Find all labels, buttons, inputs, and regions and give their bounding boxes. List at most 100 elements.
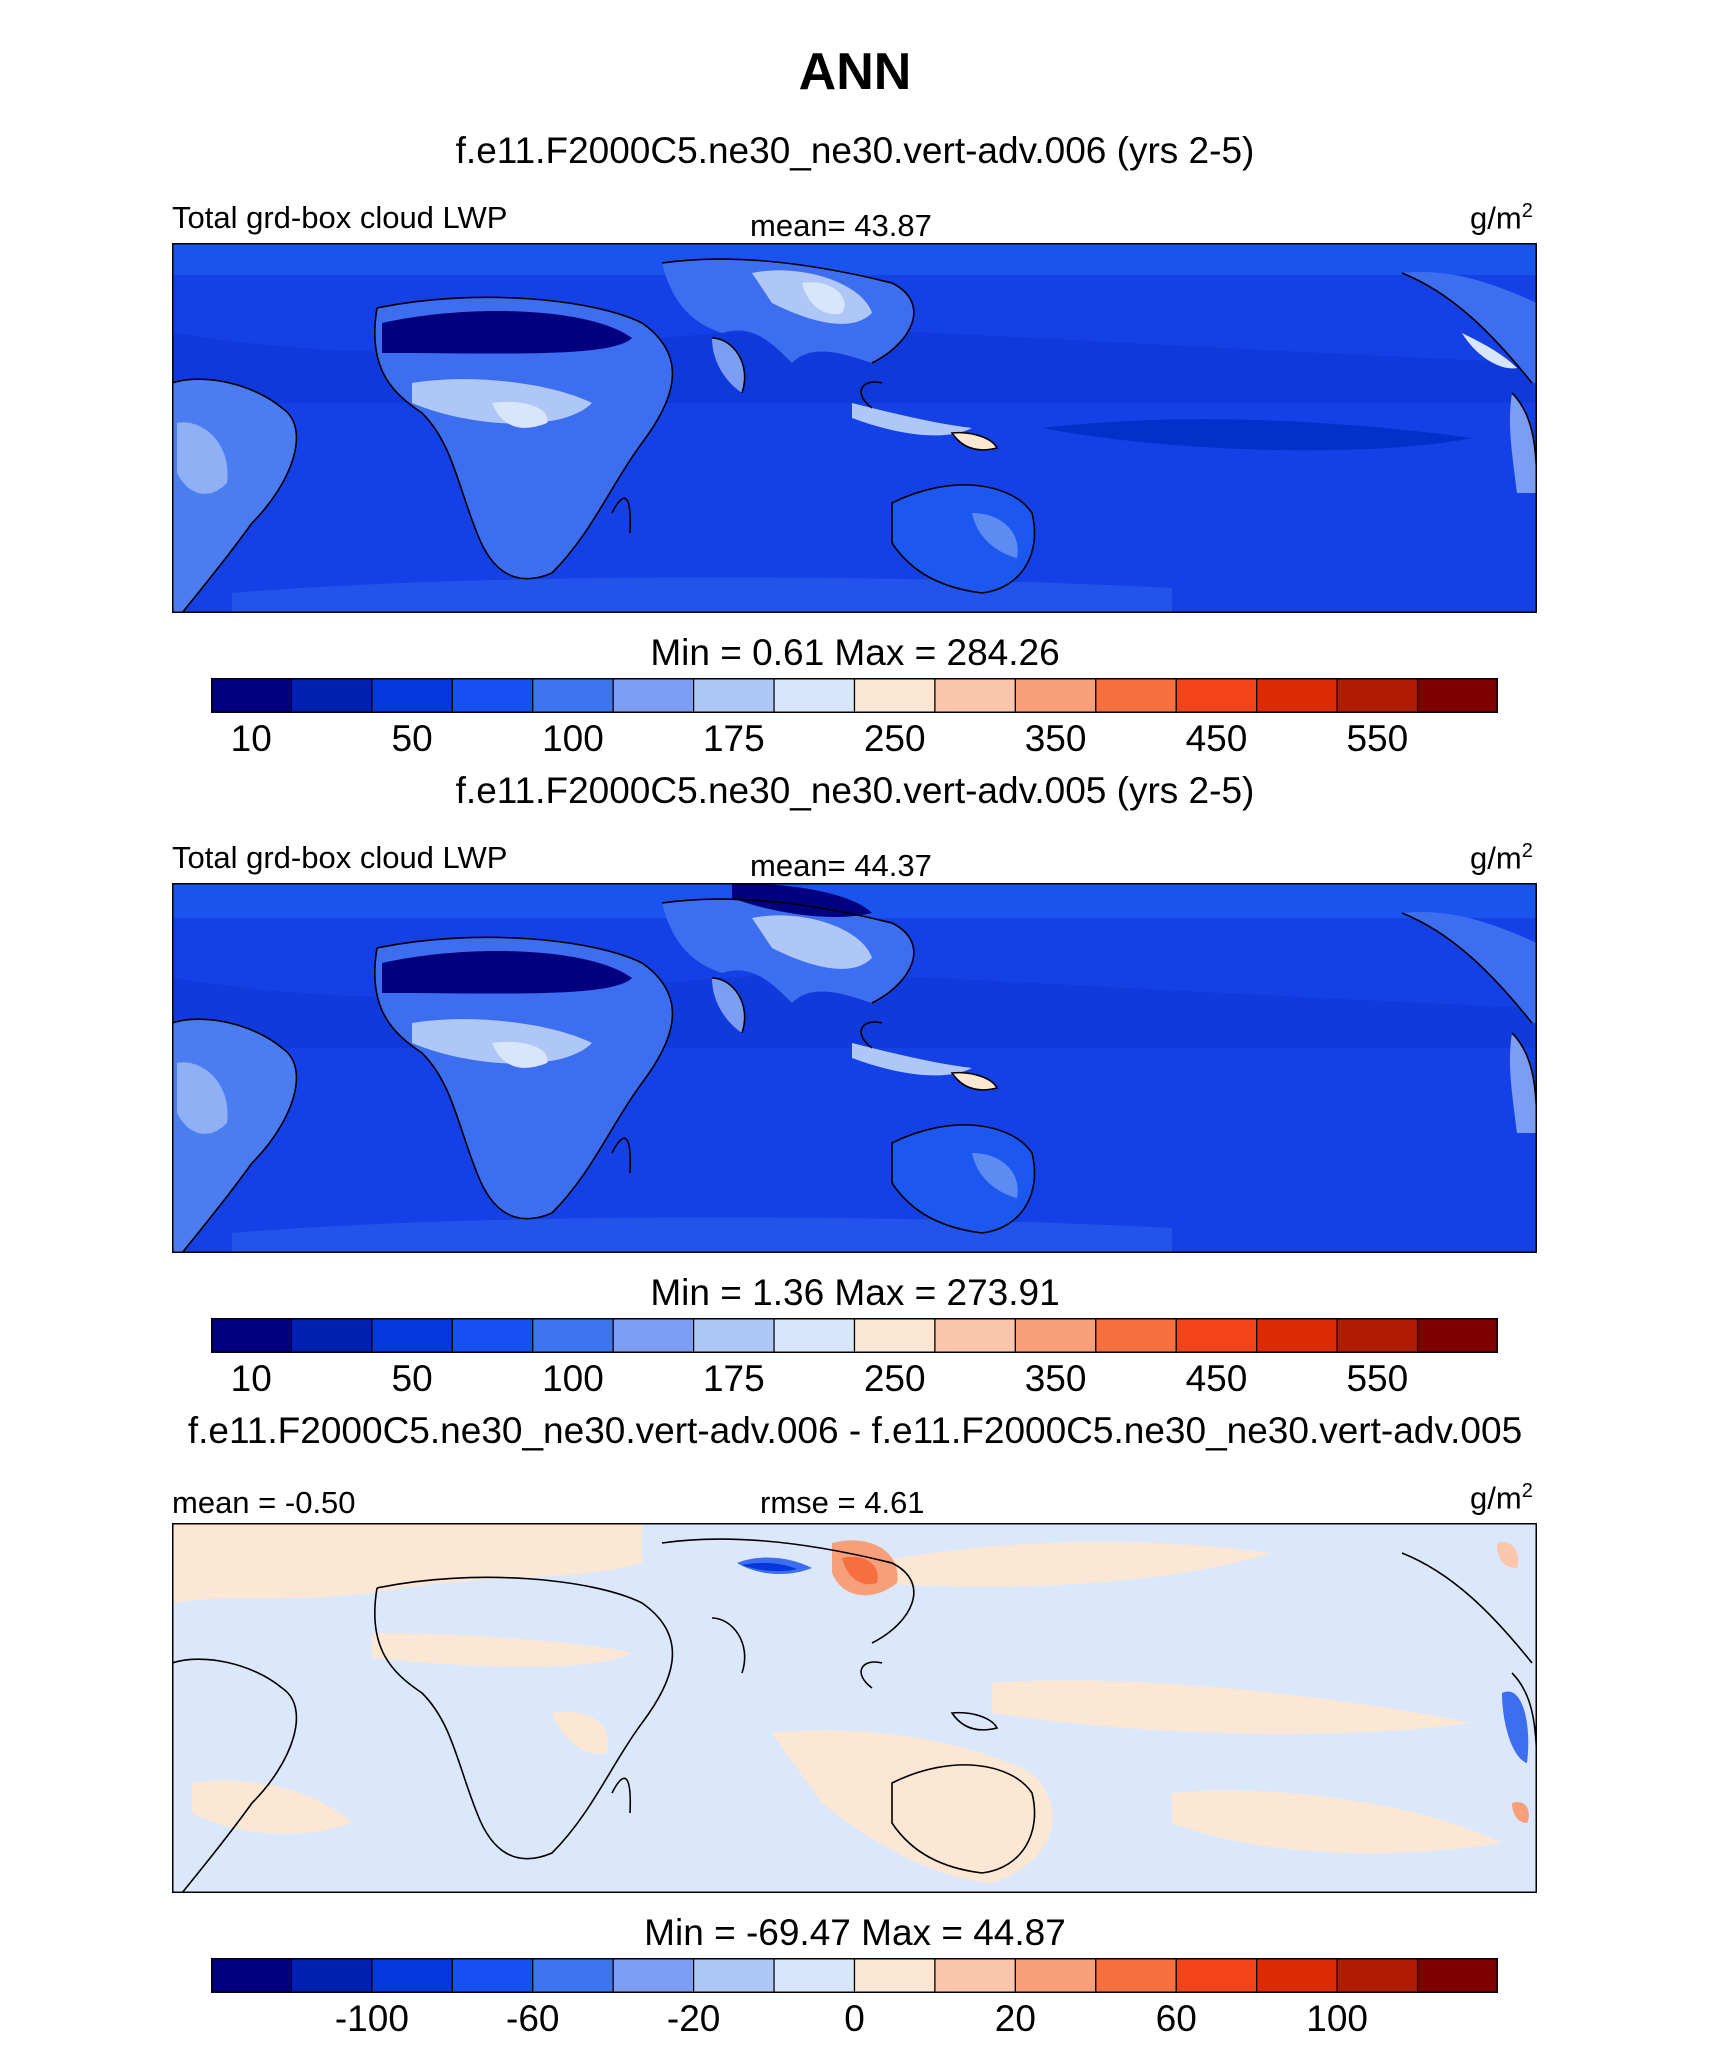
colorbar-box [934,678,1016,713]
colorbar-box [1095,678,1177,713]
colorbar-tick-label: -20 [666,1998,721,2039]
colorbar-box [1014,1318,1097,1353]
panel-3-title: f.e11.F2000C5.ne30_ne30.vert-adv.006 - f… [187,1410,1523,1451]
colorbar-tick-label: 175 [702,1358,765,1399]
colorbar-box [1416,1318,1498,1353]
central-america [1402,912,1537,1023]
panel-1-colorbar [211,678,1498,713]
colorbar-box [1336,1958,1419,1993]
colorbar-box [1416,678,1498,713]
panel-2-map [172,883,1537,1253]
panel-2-units: g/m2 [1470,840,1533,876]
colorbar-box [1256,678,1338,713]
colorbar-box [1175,1318,1258,1353]
colorbar-box [371,1958,453,1993]
colorbar-box [451,678,534,713]
colorbar-box [1095,1318,1177,1353]
colorbar-tick-label: 450 [1185,1358,1248,1399]
colorbar-box [290,678,373,713]
colorbar-box [451,1318,534,1353]
panel-2-colorbar [211,1318,1498,1353]
panel-2-variable-label: Total grd-box cloud LWP [172,840,508,875]
africa [374,297,673,579]
colorbar-box [934,1318,1016,1353]
colorbar-box [290,1318,373,1353]
panel-3-rmse-label: rmse = 4.61 [760,1485,925,1520]
panel-1-title: f.e11.F2000C5.ne30_ne30.vert-adv.006 (yr… [455,130,1255,171]
colorbar-box [693,1318,775,1353]
colorbar-box [211,1318,293,1353]
colorbar-box [612,678,695,713]
colorbar-tick-label: 10 [230,718,272,759]
colorbar-tick-label: 0 [844,1998,865,2039]
australia [892,484,1035,593]
colorbar-box [693,1958,775,1993]
colorbar-box [1256,1318,1338,1353]
colorbar-box [612,1318,695,1353]
colorbar-tick-label: 20 [994,1998,1036,2039]
colorbar-box [934,1958,1016,1993]
colorbar-box [1175,678,1258,713]
colorbar-tick-label: 175 [702,718,765,759]
colorbar-tick-label: 550 [1346,718,1409,759]
colorbar-tick-label: 100 [542,1358,604,1399]
colorbar-box [451,1958,534,1993]
panel-3-mean-label: mean = -0.50 [172,1485,356,1520]
colorbar-box [532,1958,614,1993]
panel-1-mean-label: mean= 43.87 [750,208,932,243]
colorbar-box [1014,1958,1097,1993]
colorbar-box [532,1318,614,1353]
colorbar-box [612,1958,695,1993]
asia [662,259,914,363]
colorbar-box [211,678,293,713]
main-title: ANN [798,43,912,101]
colorbar-box [1095,1958,1177,1993]
colorbar-box [290,1958,373,1993]
panel-2-minmax: Min = 1.36 Max = 273.91 [650,1272,1060,1313]
colorbar-box [371,1318,453,1353]
central-america [1402,272,1537,383]
panel-3-map [172,1523,1537,1893]
colorbar-box [853,1958,936,1993]
colorbar-tick-label: -60 [506,1998,560,2039]
colorbar-box [1336,1318,1419,1353]
colorbar-tick-label: 350 [1024,1358,1087,1399]
colorbar-tick-label: -100 [334,1998,409,2039]
colorbar-box [1175,1958,1258,1993]
colorbar-box [1256,1958,1338,1993]
panel-2-title: f.e11.F2000C5.ne30_ne30.vert-adv.005 (yr… [455,770,1255,811]
colorbar-box [211,1958,293,1993]
panel-3-minmax: Min = -69.47 Max = 44.87 [644,1912,1066,1953]
colorbar-tick-label: 550 [1346,1358,1409,1399]
colorbar-tick-label: 60 [1155,1998,1197,2039]
panel-3-units: g/m2 [1470,1480,1533,1516]
panel-1-map [172,243,1537,613]
colorbar-tick-label: 350 [1024,718,1087,759]
colorbar-tick-label: 250 [863,718,926,759]
australia [892,1124,1035,1233]
colorbar-box [693,678,775,713]
colorbar-box [1014,678,1097,713]
colorbar-box [853,1318,936,1353]
africa [374,937,673,1219]
colorbar-box [773,1958,856,1993]
colorbar-box [371,678,453,713]
panel-3-colorbar [211,1958,1498,1993]
colorbar-tick-label: 450 [1185,718,1248,759]
colorbar-box [773,678,856,713]
panel-1-variable-label: Total grd-box cloud LWP [172,200,508,235]
colorbar-box [532,678,614,713]
colorbar-tick-label: 100 [1306,1998,1368,2039]
colorbar-tick-label: 100 [542,718,604,759]
colorbar-box [773,1318,856,1353]
panel-1-units: g/m2 [1470,200,1533,236]
colorbar-box [1336,678,1419,713]
colorbar-box [1416,1958,1498,1993]
colorbar-tick-label: 250 [863,1358,926,1399]
colorbar-tick-label: 50 [391,718,433,759]
colorbar-box [853,678,936,713]
panel-1-minmax: Min = 0.61 Max = 284.26 [650,632,1060,673]
panel-2-mean-label: mean= 44.37 [750,848,932,883]
colorbar-tick-label: 10 [230,1358,272,1399]
colorbar-tick-label: 50 [391,1358,433,1399]
